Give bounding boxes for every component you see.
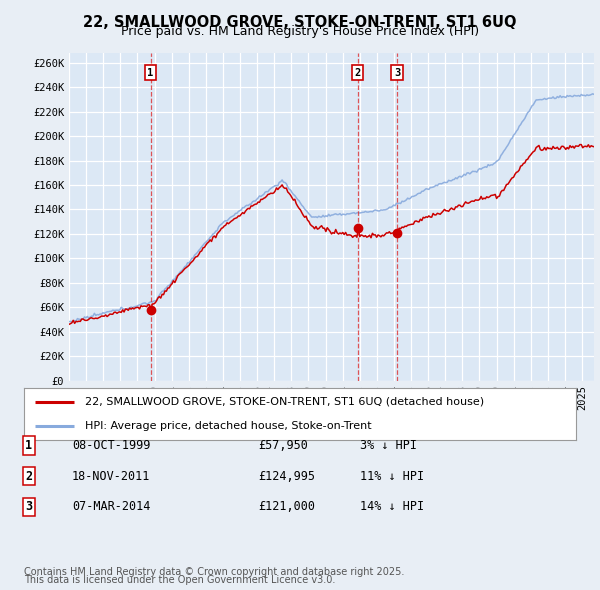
Text: £121,000: £121,000 bbox=[258, 500, 315, 513]
Text: 1: 1 bbox=[25, 439, 32, 452]
Text: £57,950: £57,950 bbox=[258, 439, 308, 452]
Text: 1: 1 bbox=[148, 68, 154, 78]
Text: Price paid vs. HM Land Registry's House Price Index (HPI): Price paid vs. HM Land Registry's House … bbox=[121, 25, 479, 38]
Text: HPI: Average price, detached house, Stoke-on-Trent: HPI: Average price, detached house, Stok… bbox=[85, 421, 371, 431]
Text: 3% ↓ HPI: 3% ↓ HPI bbox=[360, 439, 417, 452]
Text: 14% ↓ HPI: 14% ↓ HPI bbox=[360, 500, 424, 513]
Text: 22, SMALLWOOD GROVE, STOKE-ON-TRENT, ST1 6UQ: 22, SMALLWOOD GROVE, STOKE-ON-TRENT, ST1… bbox=[83, 15, 517, 30]
Text: This data is licensed under the Open Government Licence v3.0.: This data is licensed under the Open Gov… bbox=[24, 575, 335, 585]
Text: 11% ↓ HPI: 11% ↓ HPI bbox=[360, 470, 424, 483]
Text: 2: 2 bbox=[355, 68, 361, 78]
Text: £124,995: £124,995 bbox=[258, 470, 315, 483]
Text: 22, SMALLWOOD GROVE, STOKE-ON-TRENT, ST1 6UQ (detached house): 22, SMALLWOOD GROVE, STOKE-ON-TRENT, ST1… bbox=[85, 396, 484, 407]
Text: 08-OCT-1999: 08-OCT-1999 bbox=[72, 439, 151, 452]
Text: 3: 3 bbox=[394, 68, 400, 78]
Text: Contains HM Land Registry data © Crown copyright and database right 2025.: Contains HM Land Registry data © Crown c… bbox=[24, 567, 404, 577]
Text: 18-NOV-2011: 18-NOV-2011 bbox=[72, 470, 151, 483]
Text: 07-MAR-2014: 07-MAR-2014 bbox=[72, 500, 151, 513]
Text: 3: 3 bbox=[25, 500, 32, 513]
Text: 2: 2 bbox=[25, 470, 32, 483]
